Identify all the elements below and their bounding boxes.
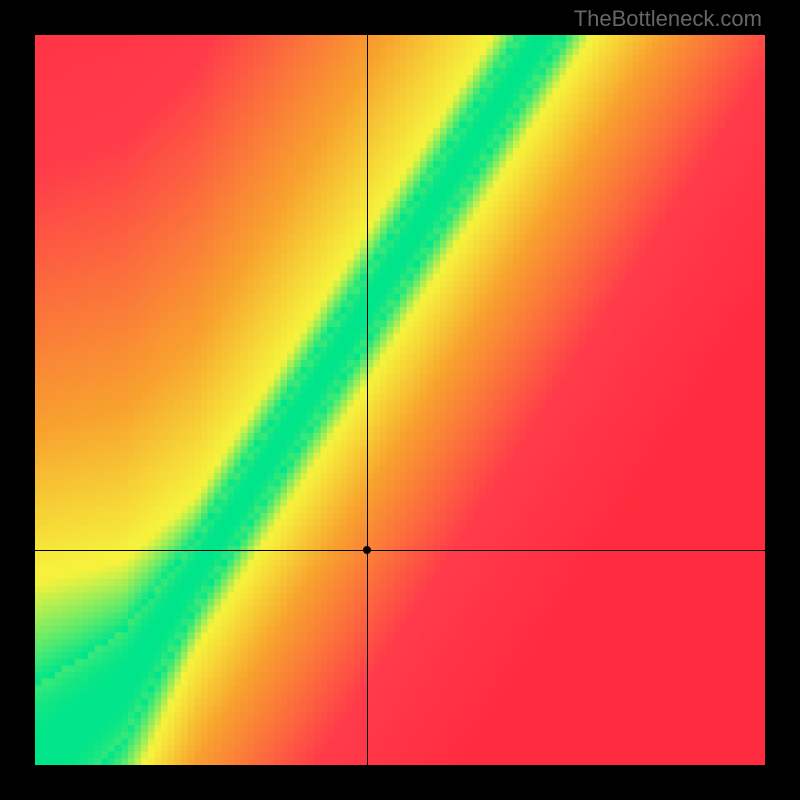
heatmap-canvas [35, 35, 765, 765]
crosshair-horizontal [35, 550, 765, 551]
watermark-text: TheBottleneck.com [574, 6, 762, 32]
marker-dot [363, 546, 371, 554]
crosshair-vertical [367, 35, 368, 765]
bottleneck-heatmap [35, 35, 765, 765]
